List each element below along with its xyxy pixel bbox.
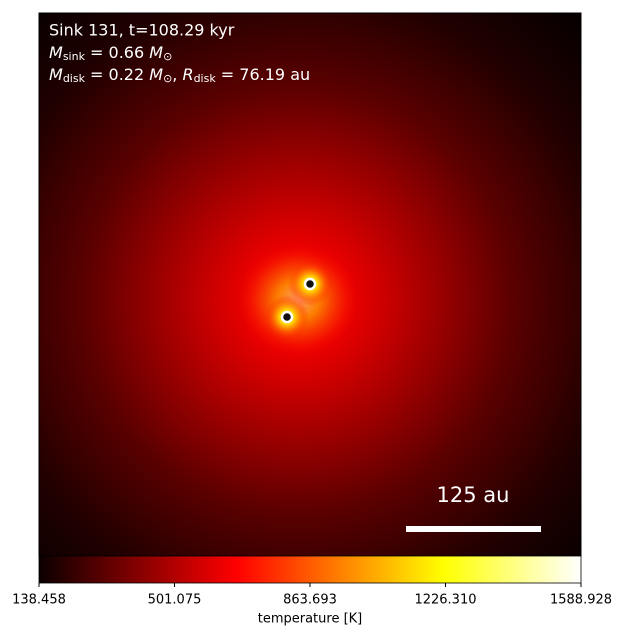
annotation: Msink = 0.66 M⊙ [49,43,172,64]
tick-label: 501.075 [148,593,202,608]
tick-label: 1588.928 [550,593,612,608]
colorbar-label: temperature [K] [258,612,363,627]
sink [303,277,317,291]
tick-label: 138.458 [12,593,66,608]
scale-bar [406,526,541,532]
title: Sink 131, t=108.29 kyr [49,21,235,40]
sink [280,310,294,324]
tick-label: 863.693 [283,593,337,608]
annotation: Mdisk = 0.22 M⊙, Rdisk = 76.19 au [49,65,310,86]
scale-bar-label: 125 au [437,483,510,507]
tick-label: 1226.310 [414,593,476,608]
colorbar [38,555,582,584]
